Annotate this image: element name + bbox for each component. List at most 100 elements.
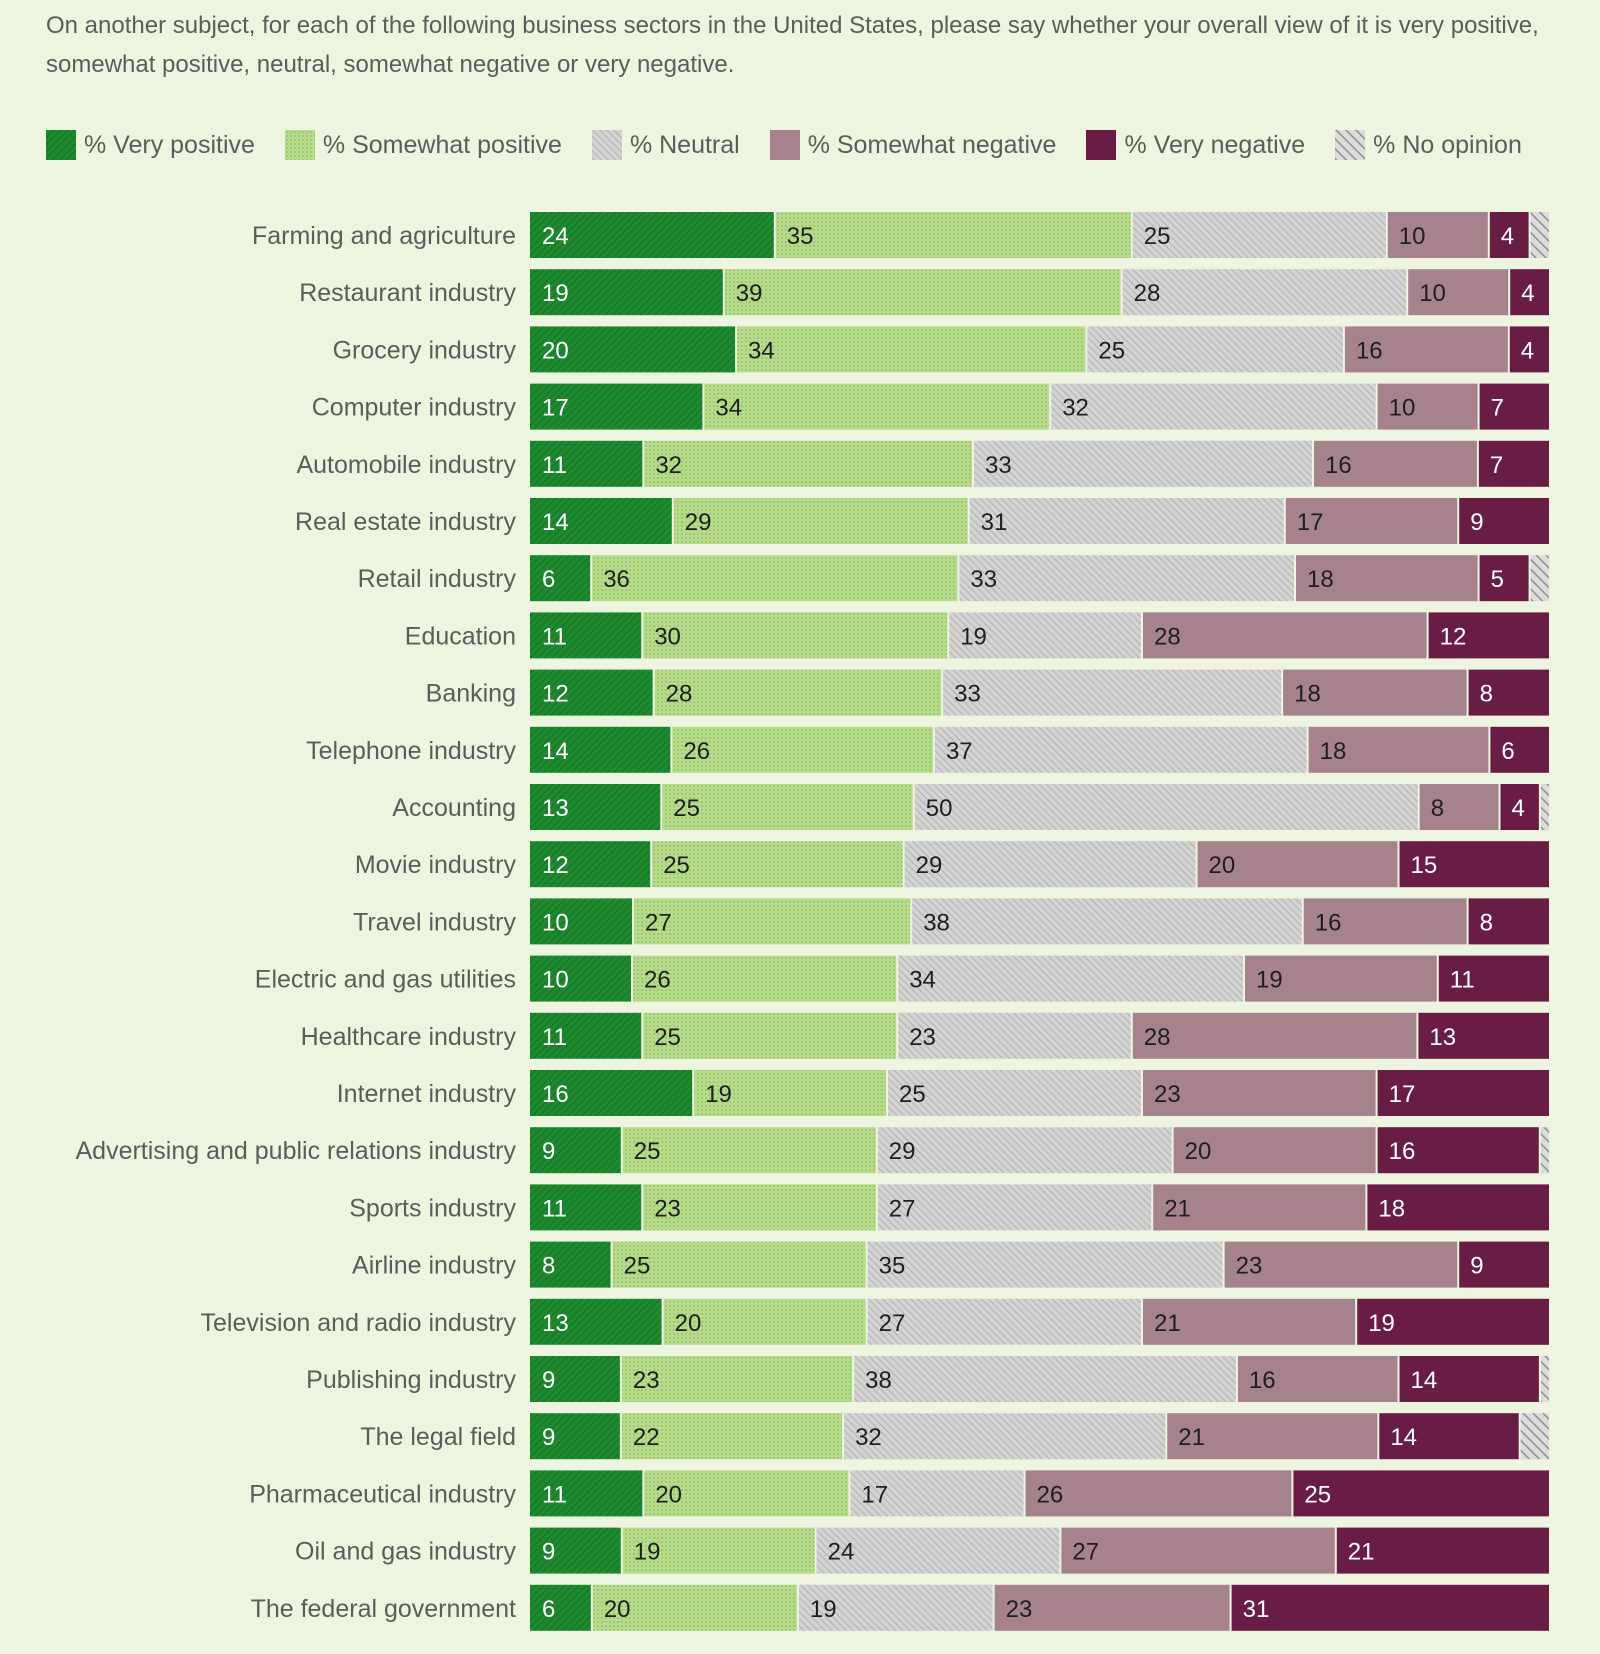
bar-segment-very-negative — [1468, 898, 1549, 945]
bar-segment-somewhat-negative — [1061, 1527, 1335, 1574]
bar-segment-neutral — [959, 555, 1294, 602]
bar-segment-very-negative — [1509, 326, 1549, 373]
bar-row-airline-industry: Airline industry 8 25 35 23 9 — [352, 1241, 1549, 1288]
data-label-neutral: 50 — [926, 795, 953, 822]
bar-segment-somewhat-negative — [1025, 1470, 1292, 1517]
bar-segment-somewhat-negative — [1167, 1413, 1378, 1460]
data-label-somewhat-positive: 25 — [624, 1253, 651, 1280]
data-label-very-positive: 13 — [542, 1310, 569, 1337]
bar-segment-somewhat-positive — [775, 212, 1131, 258]
bar-segment-very-positive — [530, 555, 591, 602]
legend-label: % Somewhat negative — [807, 130, 1057, 159]
data-label-somewhat-positive: 28 — [666, 681, 693, 708]
data-label-somewhat-negative: 17 — [1297, 509, 1324, 536]
bar-segment-somewhat-positive — [704, 383, 1050, 430]
bar-segment-somewhat-negative — [1314, 440, 1477, 487]
legend-swatch-somewhat-negative — [769, 130, 800, 160]
data-label-very-negative: 11 — [1450, 967, 1475, 994]
data-label-somewhat-negative: 10 — [1399, 223, 1426, 250]
category-label: Advertising and public relations industr… — [75, 1137, 516, 1165]
data-label-somewhat-positive: 35 — [787, 223, 814, 250]
bar-segment-very-negative — [1418, 1012, 1549, 1059]
data-label-somewhat-positive: 20 — [675, 1310, 702, 1337]
data-label-somewhat-negative: 20 — [1185, 1138, 1212, 1165]
bar-segment-somewhat-positive — [622, 1127, 876, 1174]
bar-row-the-legal-field: The legal field 9 22 32 21 14 — [360, 1413, 1549, 1460]
legend-swatch-very-positive — [46, 130, 76, 160]
data-label-very-negative: 21 — [1348, 1539, 1375, 1566]
category-label: Oil and gas industry — [295, 1538, 516, 1566]
data-label-very-positive: 16 — [542, 1081, 569, 1108]
bar-segment-somewhat-negative — [1245, 955, 1437, 1002]
bar-segment-somewhat-negative — [1237, 1356, 1398, 1402]
data-label-neutral: 33 — [970, 566, 997, 593]
data-label-somewhat-positive: 26 — [683, 738, 710, 765]
bar-segment-very-positive — [530, 612, 642, 659]
category-label: Sports industry — [349, 1194, 516, 1222]
data-label-very-negative: 8 — [1480, 909, 1493, 936]
bar-segment-neutral — [844, 1413, 1166, 1460]
data-label-very-negative: 9 — [1470, 1253, 1483, 1280]
bar-segment-very-negative — [1379, 1413, 1519, 1460]
data-label-neutral: 29 — [916, 852, 943, 879]
category-label: Electric and gas utilities — [255, 966, 516, 994]
data-label-somewhat-positive: 19 — [634, 1539, 661, 1566]
data-label-neutral: 38 — [865, 1367, 892, 1394]
data-label-very-positive: 24 — [542, 223, 569, 250]
data-label-somewhat-negative: 21 — [1154, 1310, 1181, 1337]
data-label-neutral: 32 — [1062, 395, 1089, 422]
bar-segment-neutral — [898, 1012, 1131, 1059]
bar-row-accounting: Accounting 13 25 50 8 4 — [392, 784, 1549, 830]
category-label: Publishing industry — [306, 1366, 516, 1394]
bar-segment-neutral — [914, 784, 1418, 830]
bar-segment-very-negative — [1489, 212, 1529, 258]
legend: % Very positive % Somewhat positive % Ne… — [46, 125, 1552, 165]
bar-segment-very-positive — [530, 669, 653, 716]
bar-segment-very-positive — [530, 1070, 693, 1116]
bar-segment-neutral — [850, 1470, 1024, 1517]
data-label-somewhat-positive: 23 — [654, 1195, 681, 1222]
data-label-very-positive: 13 — [542, 795, 569, 822]
bar-segment-very-positive — [530, 898, 633, 945]
data-label-neutral: 37 — [946, 738, 973, 765]
bar-segment-very-positive — [530, 1127, 621, 1174]
bar-segment-very-positive — [530, 1241, 611, 1288]
bar-segment-very-positive — [530, 498, 672, 544]
data-label-neutral: 27 — [879, 1310, 906, 1337]
bar-row-computer-industry: Computer industry 17 34 32 10 7 — [312, 383, 1549, 430]
bar-row-real-estate-industry: Real estate industry 14 29 31 17 9 — [295, 498, 1549, 544]
bar-segment-very-positive — [530, 1298, 662, 1345]
data-label-very-negative: 13 — [1429, 1024, 1456, 1051]
bar-segment-somewhat-negative — [1143, 1298, 1356, 1345]
legend-item-no-opinion: % No opinion — [1335, 130, 1522, 160]
bar-row-farming-and-agriculture: Farming and agriculture 24 35 25 10 4 — [252, 212, 1549, 258]
category-label: Telephone industry — [306, 737, 516, 765]
bar-segment-no-opinion — [1520, 1413, 1549, 1460]
data-label-somewhat-negative: 18 — [1307, 566, 1334, 593]
data-label-neutral: 24 — [828, 1539, 855, 1566]
category-label: Automobile industry — [296, 451, 516, 479]
bar-row-television-and-radio-industry: Television and radio industry 13 20 27 21 19 — [201, 1298, 1549, 1345]
data-label-somewhat-positive: 25 — [673, 795, 700, 822]
data-label-somewhat-negative: 28 — [1154, 623, 1181, 650]
bar-row-restaurant-industry: Restaurant industry 19 39 28 10 4 — [299, 269, 1549, 316]
bar-segment-somewhat-positive — [592, 555, 958, 602]
bar-segment-somewhat-positive — [672, 726, 933, 773]
bar-segment-very-negative — [1459, 498, 1549, 544]
data-label-very-positive: 11 — [542, 623, 567, 650]
bar-row-movie-industry: Movie industry 12 25 29 20 15 — [355, 841, 1549, 888]
bar-row-sports-industry: Sports industry 11 23 27 21 18 — [349, 1184, 1549, 1231]
data-label-very-negative: 14 — [1411, 1367, 1438, 1394]
data-label-somewhat-positive: 32 — [655, 452, 682, 479]
data-label-very-positive: 14 — [542, 509, 569, 536]
bar-segment-somewhat-negative — [1224, 1241, 1458, 1288]
data-label-neutral: 32 — [855, 1424, 882, 1451]
bar-segment-somewhat-positive — [654, 669, 942, 716]
bar-segment-very-positive — [530, 841, 651, 888]
data-label-somewhat-negative: 8 — [1431, 795, 1444, 822]
bar-segment-very-negative — [1377, 1070, 1549, 1116]
bar-segment-very-negative — [1468, 669, 1549, 716]
category-label: Airline industry — [352, 1252, 516, 1280]
data-label-somewhat-negative: 26 — [1037, 1481, 1064, 1508]
bar-segment-somewhat-negative — [1285, 498, 1458, 544]
